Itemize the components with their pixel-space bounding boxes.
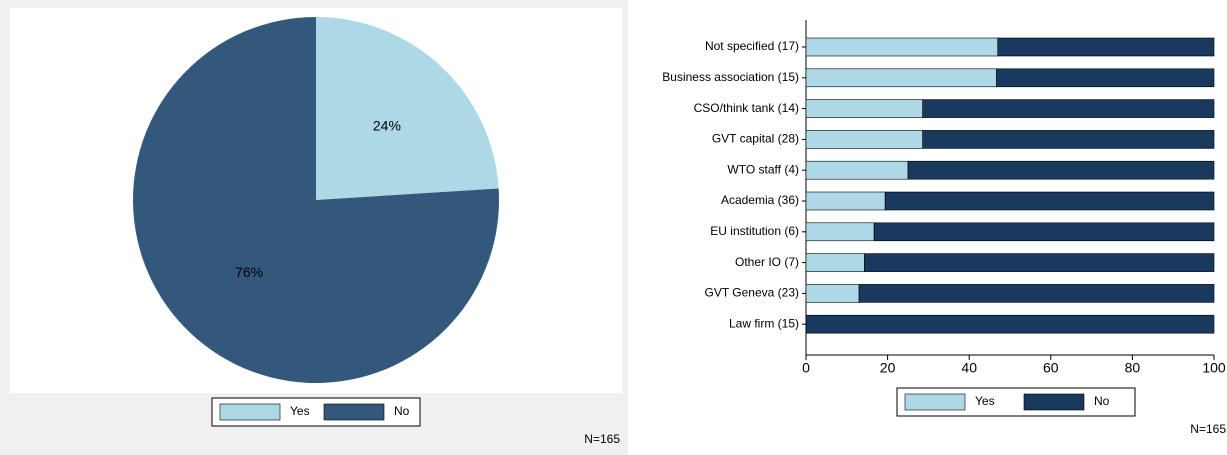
x-tick-label: 80 xyxy=(1125,360,1141,376)
slice-label: 76% xyxy=(235,264,263,280)
bar xyxy=(922,99,1215,118)
bar xyxy=(907,160,1215,180)
y-tick-label: EU institution (6) xyxy=(710,224,799,238)
legend-label: No xyxy=(1094,394,1110,408)
bar xyxy=(884,191,1215,211)
bar xyxy=(996,68,1215,88)
pie-slice xyxy=(132,17,499,383)
x-tick-label: 60 xyxy=(1043,360,1059,376)
legend-swatch xyxy=(323,403,385,421)
x-tick-label: 100 xyxy=(1202,360,1226,376)
bar xyxy=(922,130,1215,149)
bar xyxy=(873,222,1215,242)
bar xyxy=(805,68,997,88)
bar xyxy=(997,37,1215,57)
x-tick-label: 20 xyxy=(880,360,896,376)
y-tick-label: WTO staff (4) xyxy=(727,162,799,176)
bar xyxy=(864,253,1215,272)
y-tick-label: CSO/think tank (14) xyxy=(694,101,799,115)
bar xyxy=(805,191,886,211)
legend-label: Yes xyxy=(290,404,310,418)
note: N=165 xyxy=(1190,422,1226,436)
note: N=165 xyxy=(584,432,620,446)
bar xyxy=(805,99,923,118)
bar xyxy=(805,284,860,303)
y-tick-label: Academia (36) xyxy=(721,193,799,207)
y-tick-label: Other IO (7) xyxy=(735,255,799,269)
slice-label: 24% xyxy=(373,117,401,133)
y-tick-label: GVT capital (28) xyxy=(712,132,799,146)
bar xyxy=(805,160,909,180)
legend-swatch xyxy=(1023,393,1085,411)
legend-swatch xyxy=(219,403,281,421)
legend-swatch xyxy=(904,393,966,411)
y-tick-label: GVT Geneva (23) xyxy=(705,286,800,300)
legend-label: Yes xyxy=(975,394,995,408)
bar xyxy=(805,222,875,242)
bar xyxy=(805,130,923,149)
bar xyxy=(805,37,999,57)
x-tick-label: 0 xyxy=(802,360,810,376)
y-tick-label: Not specified (17) xyxy=(705,39,799,53)
y-tick-label: Business association (15) xyxy=(662,70,799,84)
bar xyxy=(805,314,1215,334)
x-tick-label: 40 xyxy=(961,360,977,376)
y-tick-label: Law firm (15) xyxy=(729,316,799,330)
bar xyxy=(805,253,865,272)
bar xyxy=(858,284,1215,303)
pie-slice xyxy=(316,17,499,200)
legend-label: No xyxy=(394,404,410,418)
